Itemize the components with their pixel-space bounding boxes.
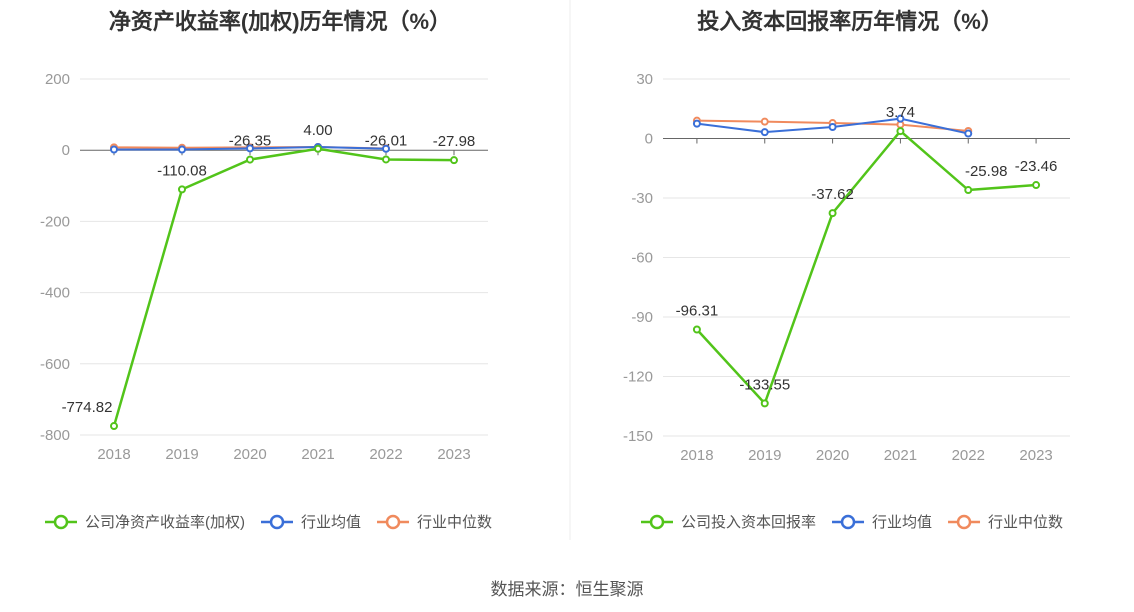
- right-legend-label-avg: 行业均值: [872, 514, 932, 531]
- left-y-tick-label: -800: [40, 427, 70, 444]
- right-x-tick-label: 2021: [884, 447, 917, 464]
- left-x-tick-label: 2021: [301, 446, 334, 463]
- right-x-tick-label: 2022: [952, 447, 985, 464]
- left-series-line-company: [112, 147, 455, 427]
- right-data-label: 3.74: [886, 104, 915, 121]
- left-point-avg: [382, 144, 390, 153]
- left-y-tick-label: -200: [40, 213, 70, 230]
- left-x-tick-label: 2018: [97, 446, 130, 463]
- right-point-avg: [828, 122, 837, 131]
- right-point-company: [1032, 181, 1041, 190]
- right-point-avg: [896, 114, 905, 123]
- left-legend-marker-median: [385, 514, 401, 530]
- right-legend-marker-median: [956, 514, 972, 530]
- left-point-company: [382, 155, 390, 164]
- right-x-tick-label: 2019: [748, 447, 781, 464]
- left-point-company: [450, 156, 458, 165]
- right-point-avg: [964, 129, 973, 138]
- left-data-label: -26.35: [229, 133, 272, 150]
- right-point-avg: [692, 119, 701, 128]
- left-x-tick-label: 2023: [437, 446, 470, 463]
- left-point-company: [246, 155, 254, 164]
- left-x-tick-label: 2020: [233, 446, 266, 463]
- right-point-company: [828, 209, 837, 218]
- right-point-company: [964, 186, 973, 195]
- right-legend-marker-avg: [840, 514, 856, 530]
- right-legend-marker-company: [649, 514, 665, 530]
- left-point-avg: [246, 144, 254, 153]
- left-point-company: [314, 144, 322, 153]
- left-point-avg: [110, 145, 118, 154]
- left-data-label: 4.00: [303, 122, 332, 139]
- right-y-tick-label: -60: [631, 250, 653, 267]
- right-series-line-company: [695, 129, 1037, 406]
- right-y-tick-label: 0: [645, 131, 653, 148]
- right-point-avg: [760, 128, 769, 137]
- left-chart-title: 净资产收益率(加权)历年情况（%）: [108, 9, 452, 34]
- right-legend-label-median: 行业中位数: [988, 514, 1063, 531]
- right-data-label: -23.46: [1015, 158, 1058, 175]
- right-y-tick-label: 30: [636, 71, 653, 88]
- right-y-tick-label: -150: [623, 428, 653, 445]
- right-point-company: [760, 399, 769, 408]
- right-x-tick-label: 2020: [816, 447, 849, 464]
- right-point-company: [896, 127, 905, 136]
- right-y-tick-label: -90: [631, 309, 653, 326]
- right-y-tick-label: -120: [623, 369, 653, 386]
- left-x-tick-label: 2022: [369, 446, 402, 463]
- left-point-company: [110, 422, 118, 431]
- right-data-label: -37.62: [811, 186, 854, 203]
- left-legend-label-company: 公司净资产收益率(加权): [85, 514, 245, 531]
- left-legend-label-median: 行业中位数: [417, 514, 492, 531]
- right-point-median: [760, 117, 769, 126]
- data-source: 数据来源：恒生聚源: [490, 580, 644, 599]
- left-data-label: -110.08: [157, 162, 207, 179]
- left-point-avg: [178, 145, 186, 154]
- right-data-label: -96.31: [676, 303, 719, 320]
- left-y-tick-label: 0: [62, 142, 70, 159]
- right-point-company: [692, 325, 701, 334]
- right-data-label: -133.55: [739, 376, 790, 393]
- right-x-tick-label: 2023: [1019, 447, 1052, 464]
- left-x-tick-label: 2019: [165, 446, 198, 463]
- left-data-label: -27.98: [433, 133, 476, 150]
- right-data-label: -25.98: [965, 163, 1008, 180]
- left-data-label: -26.01: [365, 132, 408, 149]
- left-y-tick-label: 200: [45, 71, 70, 88]
- left-legend-marker-avg: [269, 514, 285, 530]
- left-legend-label-avg: 行业均值: [301, 514, 361, 531]
- right-chart-title: 投入资本回报率历年情况（%）: [697, 9, 1003, 34]
- right-y-tick-label: -30: [631, 190, 653, 207]
- left-legend-marker-company: [53, 514, 69, 530]
- left-y-tick-label: -400: [40, 285, 70, 302]
- left-point-company: [178, 185, 186, 194]
- right-x-tick-label: 2018: [680, 447, 713, 464]
- right-legend-label-company: 公司投入资本回报率: [681, 514, 816, 531]
- left-data-label: -774.82: [62, 399, 113, 416]
- left-y-tick-label: -600: [40, 356, 70, 373]
